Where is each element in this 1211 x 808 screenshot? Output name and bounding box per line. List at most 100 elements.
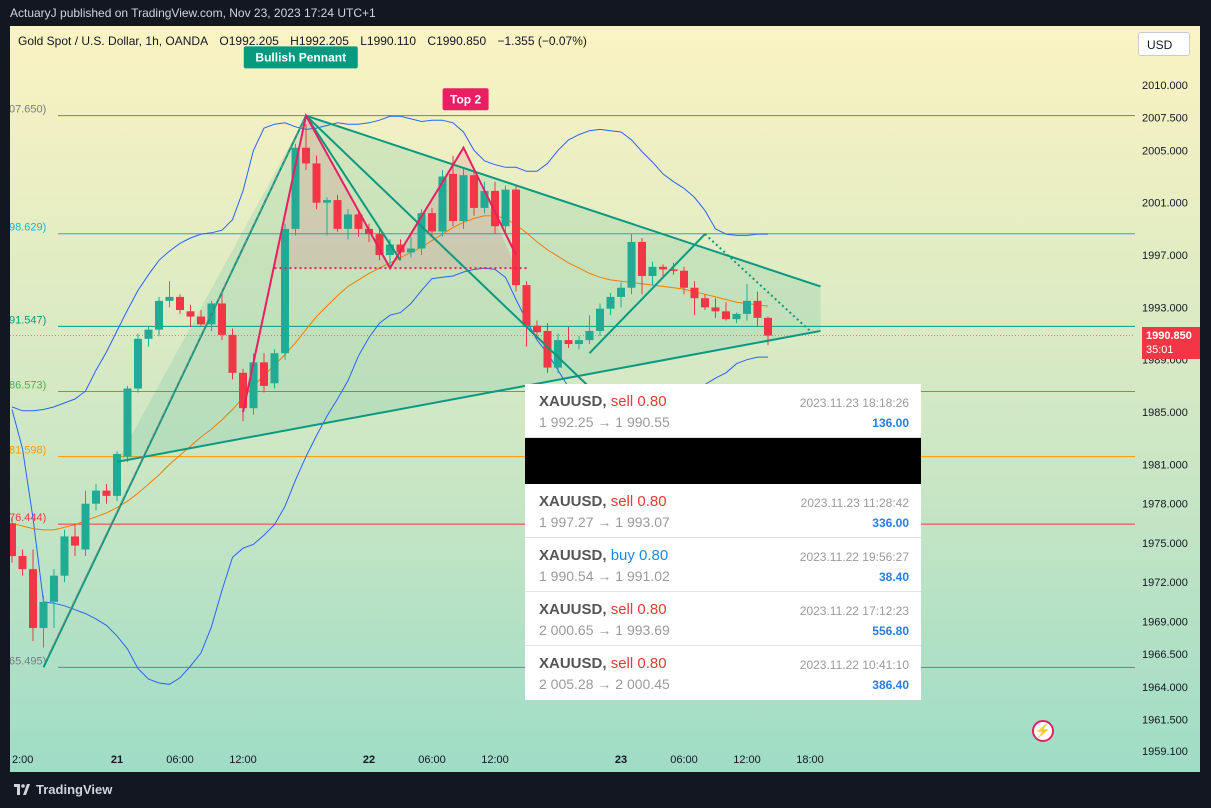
trade-side: buy (610, 547, 635, 564)
trade-lot: 0.80 (637, 393, 667, 410)
candle (50, 569, 58, 629)
candle-body (228, 334, 237, 373)
chart-area[interactable]: 07.650) 98.629) 91.547) 86.573) 81.598) 76.44… (10, 26, 1200, 772)
candle (627, 234, 636, 295)
candle (165, 281, 174, 308)
tradingview-logo[interactable]: TradingView (14, 782, 112, 797)
bar-countdown: 35:01 (1146, 343, 1174, 356)
pattern-label: Top 2 (442, 88, 489, 111)
trade-row: XAUUSD, sell 0.80 1 997.27 → 1 993.07 20… (525, 484, 921, 538)
time-axis-label: 22 (363, 754, 375, 766)
pole-dashed-line (48, 115, 307, 655)
candle (638, 238, 646, 295)
candle (197, 310, 205, 326)
candle-body (533, 325, 541, 333)
level-label: 91.547) (10, 314, 46, 326)
flag-pole-line (42, 115, 307, 668)
candle-body (113, 453, 121, 496)
price-axis-label: 1961.500 (1142, 715, 1188, 727)
price-axis-label: 1997.000 (1142, 250, 1188, 262)
candle-body (354, 214, 363, 229)
candle-body (123, 388, 132, 457)
candle-body (333, 200, 342, 229)
time-axis-label: 18:00 (796, 754, 824, 766)
time-axis-label: 23 (615, 754, 627, 766)
trade-time: 2023.11.22 19:56:27 (799, 550, 909, 564)
candle (512, 185, 520, 292)
candle (344, 209, 352, 240)
candle (449, 155, 457, 227)
trade-history-panel: XAUUSD, sell 0.80 1 992.25 → 1 990.55 20… (525, 384, 921, 700)
trade-lot: 0.80 (637, 655, 667, 672)
candle-body (575, 340, 583, 345)
candle-body (449, 173, 457, 222)
trade-symbol: XAUUSD, sell 0.80 (539, 655, 667, 672)
price-axis-label: 1966.500 (1142, 649, 1188, 661)
trade-profit: 386.40 (872, 678, 909, 692)
candle (102, 484, 111, 504)
time-axis-label: 12:00 (229, 754, 257, 766)
candle-body (711, 307, 720, 312)
time-axis-label: 06:00 (166, 754, 194, 766)
candle-body (701, 298, 709, 308)
candle (522, 281, 531, 347)
candle-body (270, 353, 279, 384)
candle-body (512, 189, 520, 286)
publish-text: ActuaryJ published on TradingView.com, N… (10, 6, 376, 20)
candle (281, 223, 289, 360)
candle-body (764, 317, 772, 336)
trade-row: XAUUSD, sell 0.80 2 000.65 → 1 993.69 20… (525, 592, 921, 646)
candle-body (10, 523, 16, 557)
trade-side: sell (610, 655, 634, 672)
currency-button[interactable]: USD (1138, 32, 1190, 56)
legend-close: C1990.850 (427, 34, 487, 48)
candle-body (669, 269, 678, 271)
candle-body (260, 362, 268, 386)
candle-body (186, 311, 195, 317)
candle-body (291, 147, 300, 229)
candle (701, 294, 709, 311)
candle-body (659, 266, 667, 270)
candle (669, 262, 678, 275)
trade-profit: 336.00 (872, 516, 909, 530)
trade-time: 2023.11.23 11:28:42 (800, 496, 909, 510)
candle-body (438, 176, 447, 232)
candle (470, 171, 478, 216)
candle-body (249, 362, 258, 409)
candle (323, 197, 331, 236)
candle (71, 523, 79, 557)
level-label: 76.444) (10, 512, 46, 524)
trade-lot: 0.80 (639, 547, 669, 564)
trade-lot: 0.80 (637, 493, 667, 510)
footer-bar: TradingView (0, 772, 1211, 808)
candle-body (134, 338, 142, 389)
double-top-fill (274, 115, 516, 269)
trade-profit: 556.80 (872, 624, 909, 638)
candle (732, 312, 741, 324)
candle (617, 282, 625, 308)
candle (155, 296, 163, 337)
candle (501, 185, 510, 233)
price-axis-label: 1959.100 (1142, 746, 1188, 758)
candle-body (323, 200, 331, 203)
candle (375, 228, 384, 261)
time-axis-label: 06:00 (418, 754, 446, 766)
lightning-icon[interactable]: ⚡ (1032, 720, 1054, 742)
price-axis-label: 1964.000 (1142, 682, 1188, 694)
candle (144, 325, 153, 347)
candle (554, 333, 562, 373)
price-axis-label: 1985.000 (1142, 407, 1188, 419)
candle-body (165, 296, 174, 301)
candle-body (71, 536, 79, 546)
redacted-block (525, 438, 921, 484)
level-label: 98.629) (10, 222, 46, 234)
time-axis-label: 06:00 (670, 754, 698, 766)
candle-body (375, 234, 384, 256)
publish-bar: ActuaryJ published on TradingView.com, N… (0, 0, 1211, 26)
candle (480, 181, 489, 214)
candle-body (722, 311, 730, 320)
candle (407, 236, 415, 258)
trade-profit: 38.40 (878, 570, 909, 584)
candle-body (302, 147, 310, 164)
price-axis-label: 1993.000 (1142, 302, 1188, 314)
